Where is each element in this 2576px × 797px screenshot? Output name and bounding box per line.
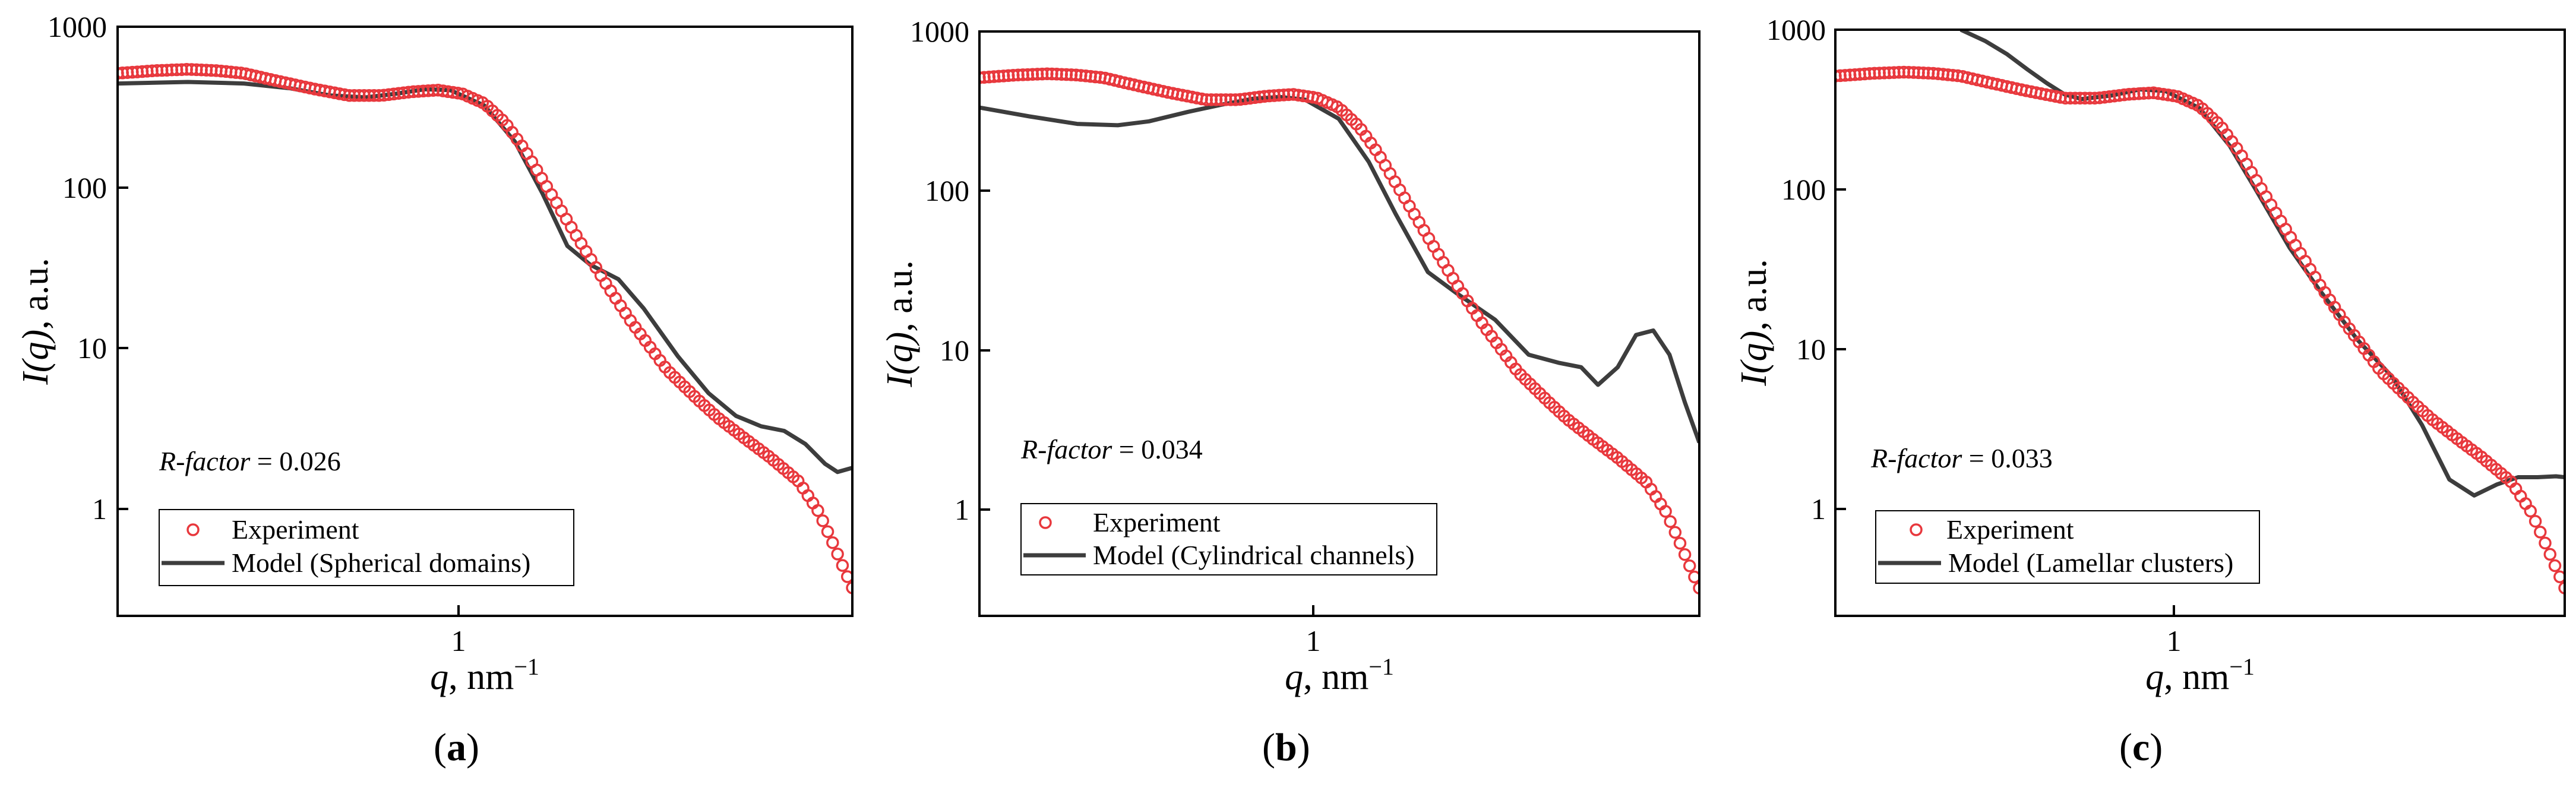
experiment-point bbox=[1209, 93, 1223, 106]
plot-area-c bbox=[1835, 30, 2565, 594]
experiment-point bbox=[816, 514, 829, 527]
experiment-point bbox=[1678, 548, 1692, 561]
legend-marker-experiment bbox=[187, 523, 200, 536]
model-series-line bbox=[118, 80, 852, 475]
model-series-line bbox=[979, 94, 1699, 444]
x-tick-label-1: 1 bbox=[451, 624, 466, 657]
experiment-point bbox=[826, 536, 839, 549]
x-axis-label: q, nm−1 bbox=[430, 653, 539, 697]
x-ticks-b: 1 bbox=[1306, 605, 1321, 657]
y-tick-label-10: 10 bbox=[940, 334, 969, 367]
plot-frame-c bbox=[1834, 29, 2566, 617]
panel-a: 1000 100 10 1 1 I(q), a.u. q, nm−1 R-fac… bbox=[15, 10, 854, 769]
y-tick-label-100: 100 bbox=[1781, 173, 1826, 206]
experiment-point bbox=[2524, 504, 2537, 518]
legend-label-experiment: Experiment bbox=[232, 514, 359, 545]
plot-area-a bbox=[118, 63, 852, 594]
experiment-point bbox=[1012, 68, 1025, 81]
legend-label-model: Model (Lamellar clusters) bbox=[1948, 548, 2233, 578]
legend: Experiment Model (Spherical domains) bbox=[159, 509, 574, 586]
y-ticks-b: 1000 100 10 1 bbox=[910, 15, 990, 526]
y-ticks-a: 1000 100 10 1 bbox=[48, 10, 128, 526]
x-tick-label-1: 1 bbox=[2167, 624, 2182, 657]
experiment-point bbox=[811, 504, 824, 517]
y-tick-label-1000: 1000 bbox=[48, 10, 107, 43]
experiment-point bbox=[2528, 514, 2542, 528]
legend: Experiment Model (Lamellar clusters) bbox=[1875, 510, 2260, 584]
experiment-point bbox=[1688, 570, 1699, 584]
experiment-point bbox=[836, 559, 849, 572]
x-axis-label: q, nm−1 bbox=[2145, 653, 2255, 697]
legend-label-experiment: Experiment bbox=[1093, 507, 1221, 537]
y-axis-label: I(q), a.u. bbox=[880, 260, 920, 387]
experiment-point bbox=[1668, 526, 1682, 539]
experiment-point bbox=[1664, 515, 1677, 528]
experiment-point bbox=[2539, 536, 2552, 550]
experiment-point bbox=[2543, 548, 2557, 561]
y-tick-label-1000: 1000 bbox=[910, 15, 969, 48]
experiment-point bbox=[2558, 581, 2565, 594]
experiment-point bbox=[1673, 536, 1687, 550]
x-ticks-c: 1 bbox=[2167, 605, 2182, 657]
legend-label-model: Model (Cylindrical channels) bbox=[1093, 540, 1415, 570]
x-axis-label: q, nm−1 bbox=[1285, 653, 1394, 697]
experiment-point bbox=[840, 570, 852, 583]
experiment-point bbox=[1659, 505, 1672, 518]
rfactor-annotation: R-factor = 0.034 bbox=[1020, 434, 1203, 464]
y-tick-label-1: 1 bbox=[1811, 492, 1826, 526]
panel-letter: (b) bbox=[1262, 726, 1310, 769]
legend: Experiment Model (Cylindrical channels) bbox=[1020, 503, 1437, 575]
y-tick-label-100: 100 bbox=[925, 174, 969, 207]
experiment-point bbox=[2534, 526, 2547, 539]
legend-label-model: Model (Spherical domains) bbox=[232, 548, 530, 578]
panel-b: 1000 100 10 1 1 I(q), a.u. q, nm−1 R-fac… bbox=[880, 15, 1701, 769]
x-ticks-a: 1 bbox=[451, 605, 466, 657]
y-tick-label-1: 1 bbox=[954, 493, 969, 526]
y-axis-label: I(q), a.u. bbox=[1734, 259, 1774, 386]
legend-marker-experiment bbox=[1910, 523, 1923, 536]
rfactor-annotation: R-factor = 0.026 bbox=[159, 446, 341, 476]
y-ticks-c: 1000 100 10 1 bbox=[1766, 13, 1846, 526]
plot-frame-b bbox=[978, 30, 1701, 617]
experiment-point bbox=[1693, 581, 1699, 594]
x-tick-label-1: 1 bbox=[1306, 624, 1321, 657]
experiment-point bbox=[2548, 559, 2562, 573]
experiment-point bbox=[821, 525, 835, 538]
rfactor-annotation: R-factor = 0.033 bbox=[1870, 443, 2053, 473]
y-tick-label-10: 10 bbox=[77, 331, 107, 365]
experiment-point bbox=[1683, 559, 1696, 573]
panel-letter: (c) bbox=[2119, 726, 2163, 769]
legend-label-experiment: Experiment bbox=[1946, 514, 2074, 545]
experiment-point bbox=[1224, 93, 1237, 106]
experiment-point bbox=[831, 548, 844, 561]
experiment-point bbox=[1041, 67, 1054, 81]
panel-letter: (a) bbox=[434, 726, 479, 769]
y-tick-label-100: 100 bbox=[62, 171, 107, 204]
experiment-point bbox=[1026, 68, 1039, 81]
y-tick-label-10: 10 bbox=[1796, 333, 1826, 366]
y-tick-label-1: 1 bbox=[92, 492, 107, 526]
y-tick-label-1000: 1000 bbox=[1766, 13, 1826, 46]
experiment-point bbox=[2553, 570, 2565, 584]
panel-c: 1000 100 10 1 1 I(q), a.u. q, nm−1 R-fac… bbox=[1734, 13, 2566, 769]
legend-marker-experiment bbox=[1039, 516, 1052, 529]
y-axis-label: I(q), a.u. bbox=[15, 258, 56, 385]
plot-frame-a bbox=[116, 26, 854, 617]
experiment-point bbox=[846, 581, 852, 594]
plot-area-b bbox=[979, 67, 1699, 594]
